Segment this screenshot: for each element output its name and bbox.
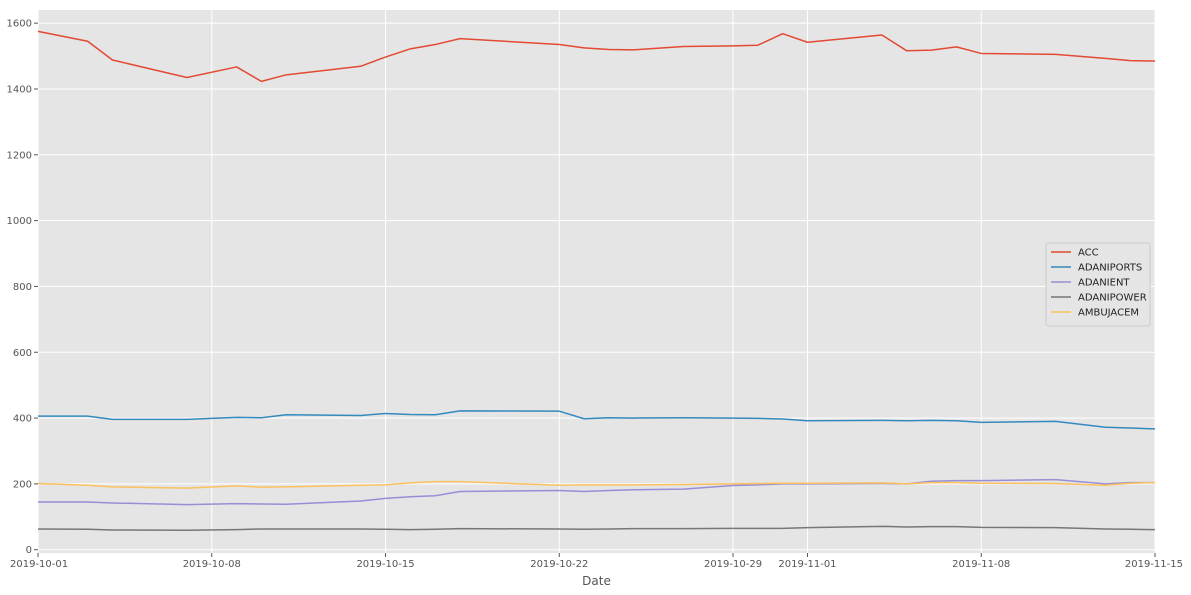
x-axis-title: Date — [582, 574, 611, 588]
x-tick-label: 2019-10-29 — [704, 559, 762, 570]
y-tick-label: 1200 — [7, 150, 32, 161]
y-tick-label: 600 — [13, 348, 32, 359]
y-tick-label: 800 — [13, 282, 32, 293]
x-tick-label: 2019-11-08 — [952, 559, 1010, 570]
legend-item-ambujacem: AMBUJACEM — [1051, 308, 1139, 319]
series-line-ambujacem — [37, 480, 1156, 489]
plot-background — [38, 10, 1155, 553]
y-tick-label: 0 — [26, 545, 32, 556]
x-tick-label: 2019-10-22 — [530, 559, 588, 570]
series-line-adanipower — [37, 525, 1156, 532]
y-tick-label: 1600 — [7, 19, 32, 30]
x-tick-label: 2019-11-01 — [778, 559, 836, 570]
series-line-adanient — [38, 478, 1155, 506]
legend-item-adanipower: ADANIPOWER — [1051, 293, 1147, 304]
series-line-adaniports — [38, 410, 1156, 430]
series-layer — [37, 30, 1156, 532]
y-tick-label: 400 — [13, 414, 32, 425]
legend-box — [1045, 242, 1151, 327]
series-line-acc — [37, 30, 1156, 83]
legend-label: AMBUJACEM — [1078, 308, 1139, 319]
legend-item-acc: ACC — [1051, 248, 1099, 259]
y-tick-label: 200 — [13, 479, 32, 490]
legend-label: ADANIENT — [1078, 278, 1130, 289]
legend-item-adaniports: ADANIPORTS — [1051, 263, 1142, 274]
legend: ACC ADANIPORTS ADANIENT ADANIPOWER AMBUJACEM — [1045, 242, 1151, 327]
y-tick-label: 1400 — [7, 84, 32, 95]
x-tick-label: 2019-10-15 — [356, 559, 414, 570]
axis-ticks: 2019-10-01 2019-10-08 2019-10-15 2019-10-22… — [7, 19, 1183, 570]
legend-label: ADANIPOWER — [1078, 293, 1147, 304]
x-tick-label: 2019-11-15 — [1125, 559, 1183, 570]
legend-item-adanient: ADANIENT — [1051, 278, 1130, 289]
x-tick-label: 2019-10-08 — [183, 559, 241, 570]
legend-label: ADANIPORTS — [1078, 263, 1142, 274]
x-tick-label: 2019-10-01 — [10, 559, 68, 570]
y-tick-label: 1000 — [7, 216, 32, 227]
legend-label: ACC — [1078, 248, 1099, 259]
